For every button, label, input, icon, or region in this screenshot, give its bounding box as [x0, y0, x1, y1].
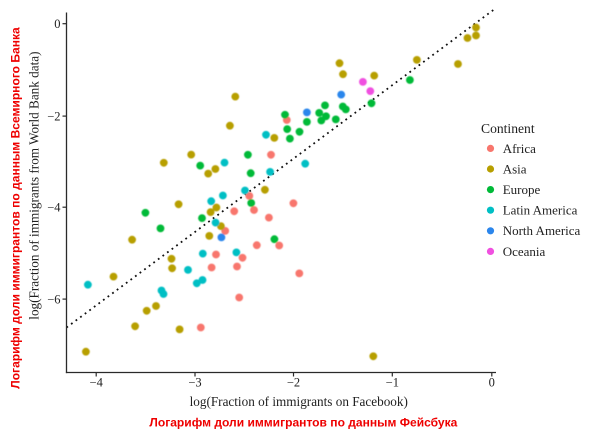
svg-text:log(Fraction of immigrants on: log(Fraction of immigrants on Facebook) — [190, 394, 408, 409]
svg-text:−4: −4 — [90, 376, 104, 390]
svg-text:−2: −2 — [47, 109, 60, 123]
svg-text:−3: −3 — [188, 376, 201, 390]
svg-text:log(Fraction of immigrants fro: log(Fraction of immigrants from World Ba… — [27, 51, 42, 319]
svg-text:0: 0 — [489, 376, 495, 390]
svg-text:Africa: Africa — [503, 141, 536, 156]
svg-text:−4: −4 — [47, 201, 61, 215]
svg-text:Continent: Continent — [481, 121, 535, 136]
svg-text:0: 0 — [54, 17, 60, 31]
svg-text:−6: −6 — [47, 292, 60, 306]
svg-text:Europe: Europe — [503, 182, 541, 197]
svg-text:Oceania: Oceania — [503, 244, 546, 259]
svg-text:−1: −1 — [386, 376, 399, 390]
svg-text:Latin America: Latin America — [503, 203, 578, 218]
svg-text:North America: North America — [503, 223, 581, 238]
svg-text:Логарифм доли иммигрантов по д: Логарифм доли иммигрантов по данным Фейс… — [149, 416, 457, 430]
svg-text:Логарифм доли иммигрантов по д: Логарифм доли иммигрантов по данным Всем… — [9, 27, 23, 389]
svg-text:−2: −2 — [287, 376, 300, 390]
svg-text:Asia: Asia — [503, 161, 527, 176]
